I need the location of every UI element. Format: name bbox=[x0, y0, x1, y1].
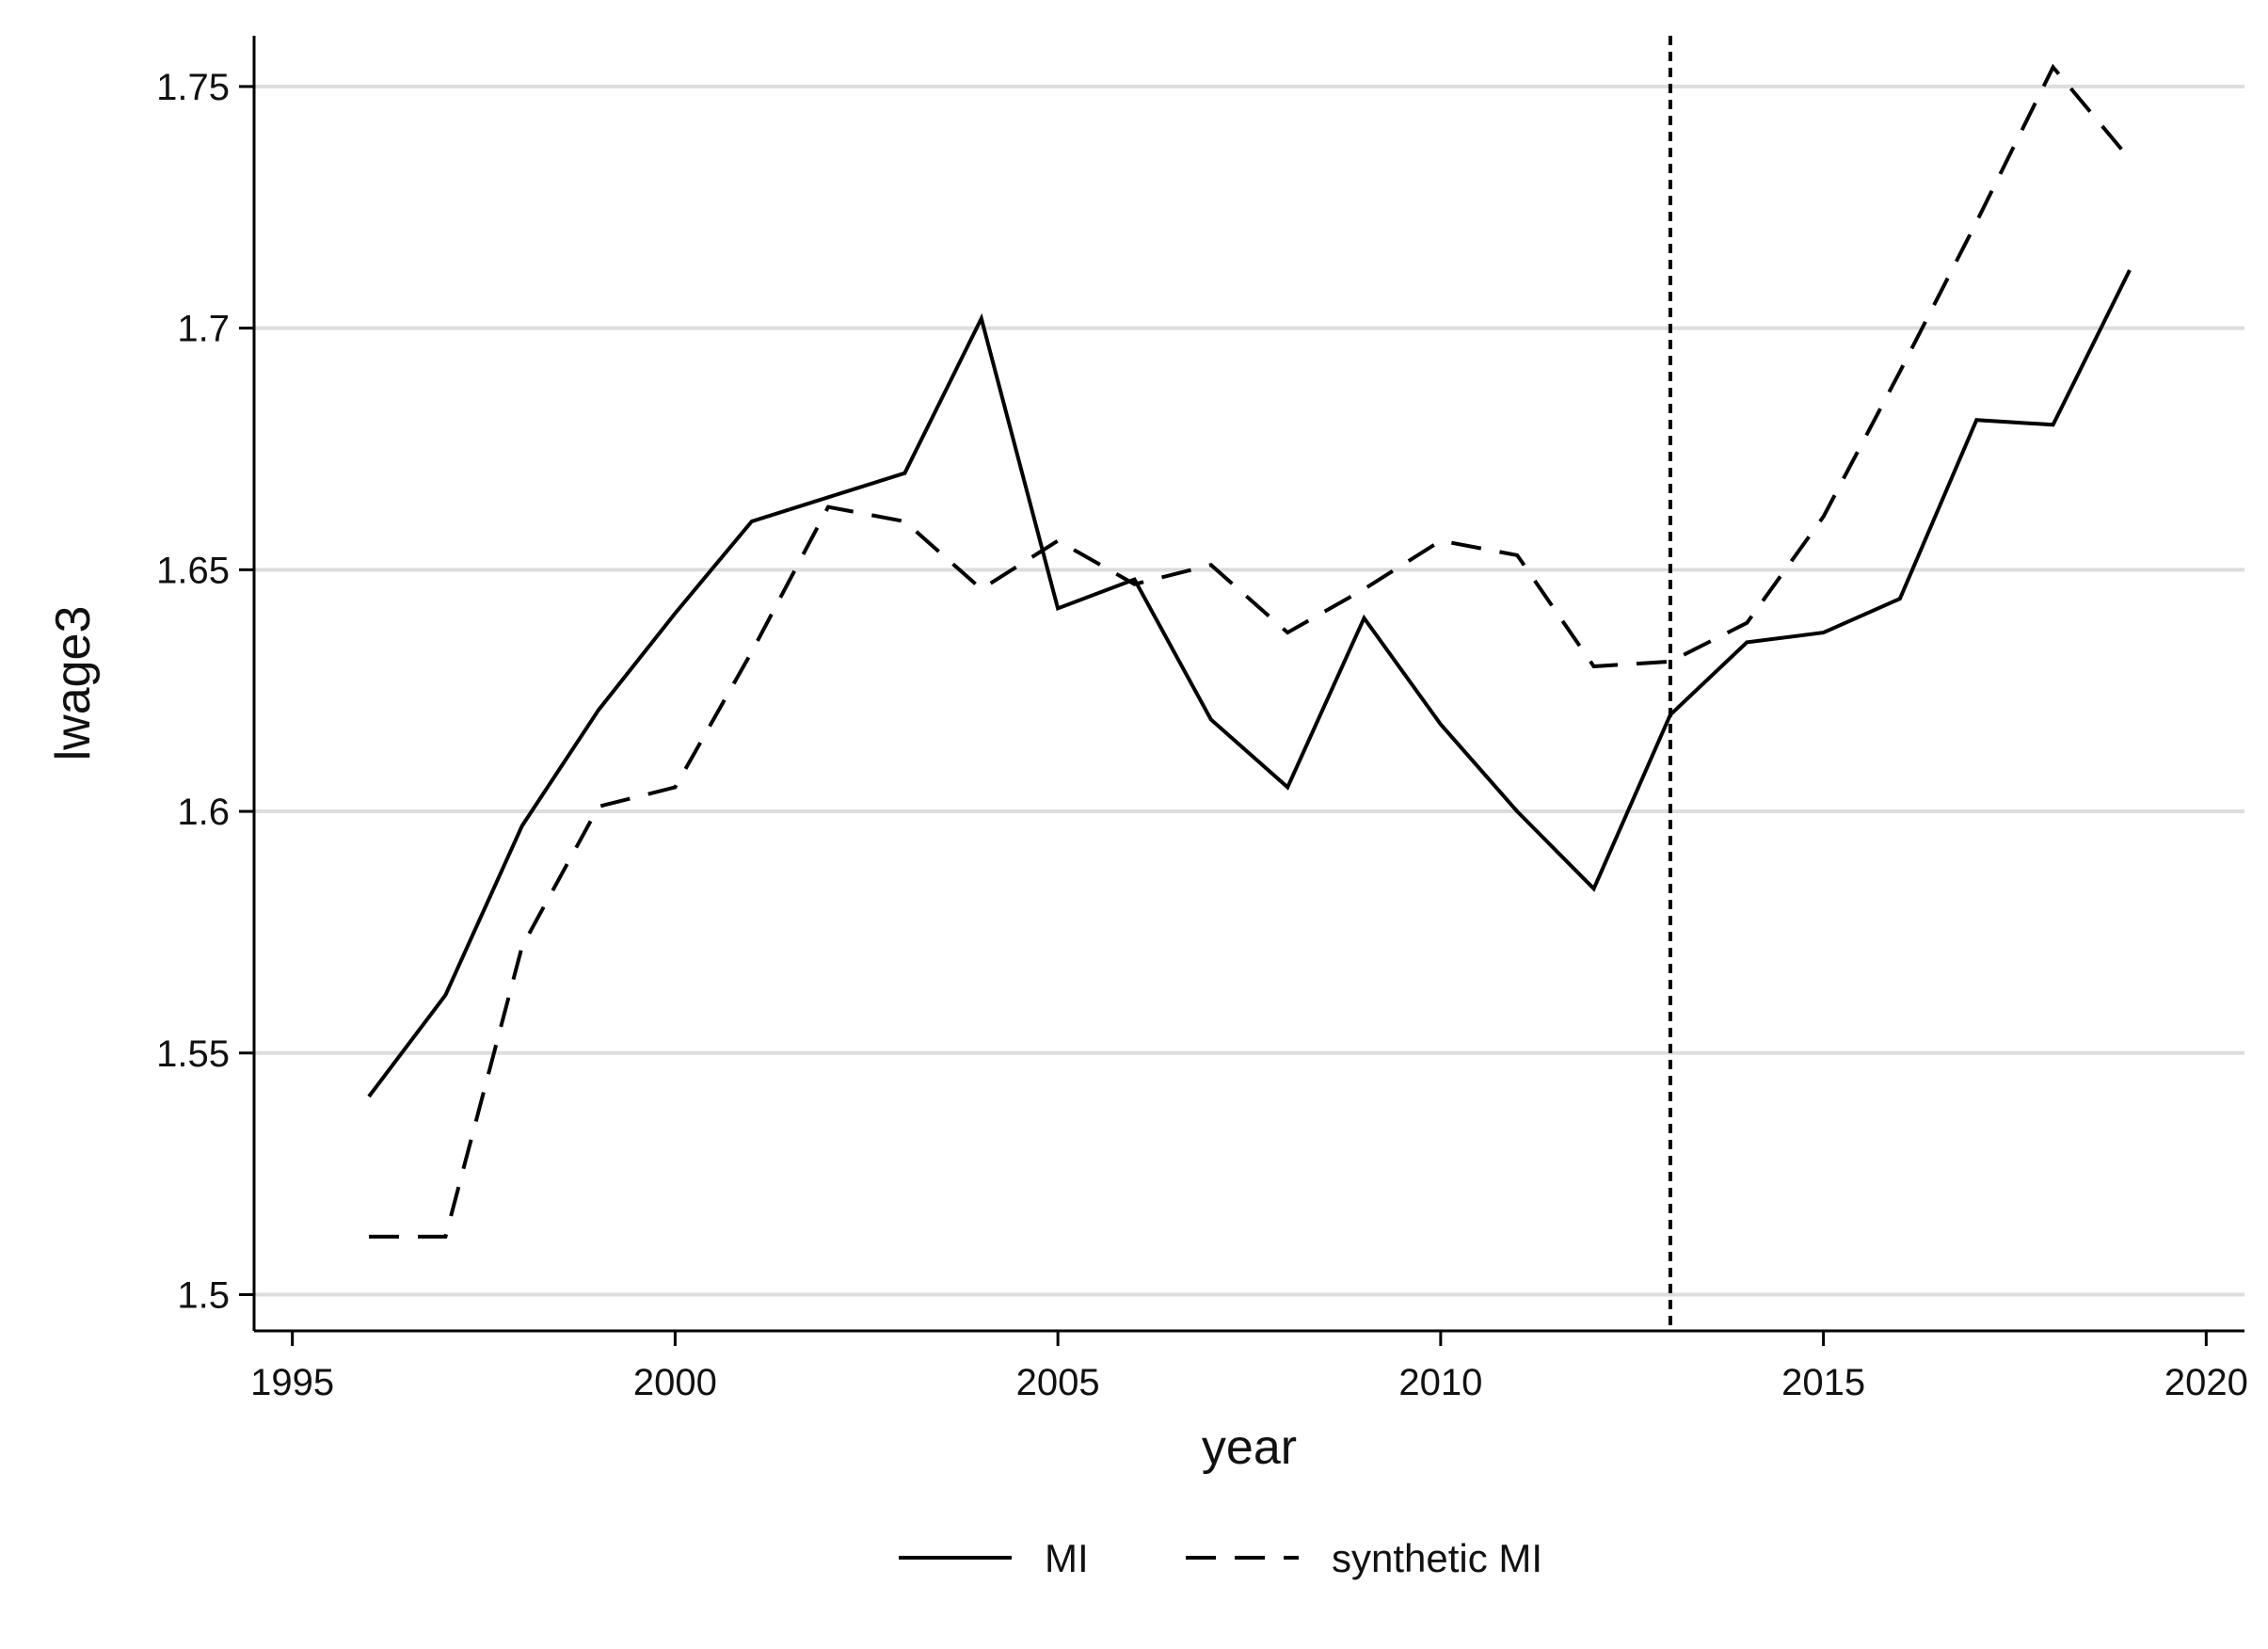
x-tick-label-2: 2005 bbox=[1016, 1362, 1100, 1403]
y-tick-label-1: 1.55 bbox=[156, 1033, 230, 1075]
y-tick-label-5: 1.75 bbox=[156, 67, 230, 108]
x-axis-title: year bbox=[1202, 1420, 1297, 1475]
series-line-mi bbox=[367, 269, 2132, 1098]
y-tick-label-0: 1.5 bbox=[177, 1274, 230, 1316]
y-tick-label-2: 1.6 bbox=[177, 792, 230, 833]
x-tick-label-3: 2010 bbox=[1398, 1362, 1482, 1403]
y-axis-title: lwage3 bbox=[46, 606, 101, 761]
legend-label-mi: MI bbox=[1045, 1536, 1089, 1580]
series-line-synthetic-mi bbox=[369, 63, 2132, 1239]
y-tick-label-4: 1.7 bbox=[177, 309, 230, 350]
x-tick-label-1: 2000 bbox=[633, 1362, 717, 1403]
grid-layer bbox=[254, 84, 2244, 1297]
legend-label-synthetic-mi: synthetic MI bbox=[1332, 1536, 1542, 1580]
legend: MI synthetic MI bbox=[899, 1536, 1542, 1580]
y-tick-label-3: 1.65 bbox=[156, 550, 230, 591]
axis-labels-layer: year lwage3 1.5 1.55 1.6 1.65 1.7 1.75 1995 200… bbox=[46, 67, 2248, 1475]
axes-layer bbox=[239, 36, 2244, 1346]
series-layer bbox=[367, 63, 2132, 1239]
x-tick-label-4: 2015 bbox=[1781, 1362, 1865, 1403]
x-tick-label-5: 2020 bbox=[2164, 1362, 2248, 1403]
x-tick-label-0: 1995 bbox=[250, 1362, 334, 1403]
